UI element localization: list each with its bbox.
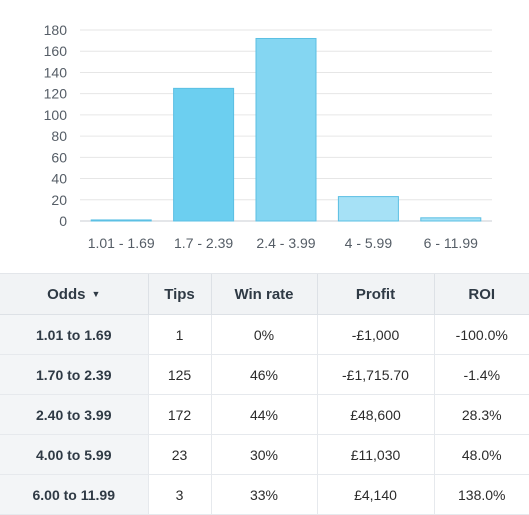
profit-column-header[interactable]: Profit [317,274,435,315]
roi-cell: 138.0% [434,474,529,515]
odds-distribution-chart: 0 20 40 60 80 100 120 140 160 180 1.01 - 1.69 1.7 -… [44,22,492,251]
y-tick-label: 40 [51,171,67,187]
roi-cell: -100.0% [434,314,529,355]
odds-header-label: Odds [47,285,86,303]
bar[interactable] [337,196,399,222]
roi-cell: 28.3% [434,394,529,435]
y-tick-label: 100 [44,107,68,123]
bar[interactable] [255,37,317,222]
y-tick-label: 20 [51,192,67,208]
bar-chart: 0 20 40 60 80 100 120 140 160 180 1.01 - 1.69 1.7 -… [44,22,492,251]
table-row: 4.00 to 5.99 23 30% £11,030 48.0% [0,434,529,475]
tips-column-header[interactable]: Tips [148,274,212,315]
tips-cell: 125 [148,354,212,395]
y-tick-label: 140 [44,64,68,80]
caret-down-icon[interactable]: ▼ [91,288,101,299]
profit-cell: -£1,715.70 [317,354,435,395]
odds-cell: 4.00 to 5.99 [0,434,149,475]
roi-column-header[interactable]: ROI [434,274,529,315]
win-rate-column-header[interactable]: Win rate [211,274,318,315]
table-header-row: Odds ▼ Tips Win rate Profit ROI [0,274,529,315]
x-tick-label: 1.01 - 1.69 [88,235,155,251]
y-tick-label: 0 [59,213,67,229]
odds-cell: 2.40 to 3.99 [0,394,149,435]
profit-cell: £48,600 [317,394,435,435]
x-tick-label: 2.4 - 3.99 [256,235,315,251]
odds-cell: 6.00 to 11.99 [0,474,149,515]
tips-cell: 1 [148,314,212,355]
win-rate-cell: 0% [211,314,318,355]
table-row: 6.00 to 11.99 3 33% £4,140 138.0% [0,474,529,515]
profit-cell: -£1,000 [317,314,435,355]
win-rate-cell: 44% [211,394,318,435]
y-tick-label: 80 [51,128,67,144]
odds-cell: 1.70 to 2.39 [0,354,149,395]
odds-column-header[interactable]: Odds ▼ [0,274,149,315]
roi-cell: 48.0% [434,434,529,475]
bar[interactable] [173,87,235,222]
y-tick-label: 160 [44,43,68,59]
x-tick-label: 1.7 - 2.39 [174,235,233,251]
y-tick-label: 60 [51,149,67,165]
roi-cell: -1.4% [434,354,529,395]
win-rate-cell: 46% [211,354,318,395]
win-rate-cell: 33% [211,474,318,515]
tips-cell: 172 [148,394,212,435]
tips-cell: 23 [148,434,212,475]
win-rate-cell: 30% [211,434,318,475]
tips-cell: 3 [148,474,212,515]
odds-cell: 1.01 to 1.69 [0,314,149,355]
bar[interactable] [90,219,152,222]
x-tick-label: 6 - 11.99 [424,235,478,251]
table-row: 2.40 to 3.99 172 44% £48,600 28.3% [0,394,529,435]
y-tick-label: 180 [44,22,68,38]
profit-cell: £4,140 [317,474,435,515]
table-row: 1.01 to 1.69 1 0% -£1,000 -100.0% [0,314,529,355]
profit-cell: £11,030 [317,434,435,475]
x-tick-label: 4 - 5.99 [345,235,393,251]
odds-table: Odds ▼ Tips Win rate Profit ROI 1.01 to 1… [0,274,529,515]
y-tick-label: 120 [44,86,68,102]
bar[interactable] [420,217,482,222]
odds-table-container: Odds ▼ Tips Win rate Profit ROI 1.01 to 1… [0,273,529,515]
table-row: 1.70 to 2.39 125 46% -£1,715.70 -1.4% [0,354,529,395]
